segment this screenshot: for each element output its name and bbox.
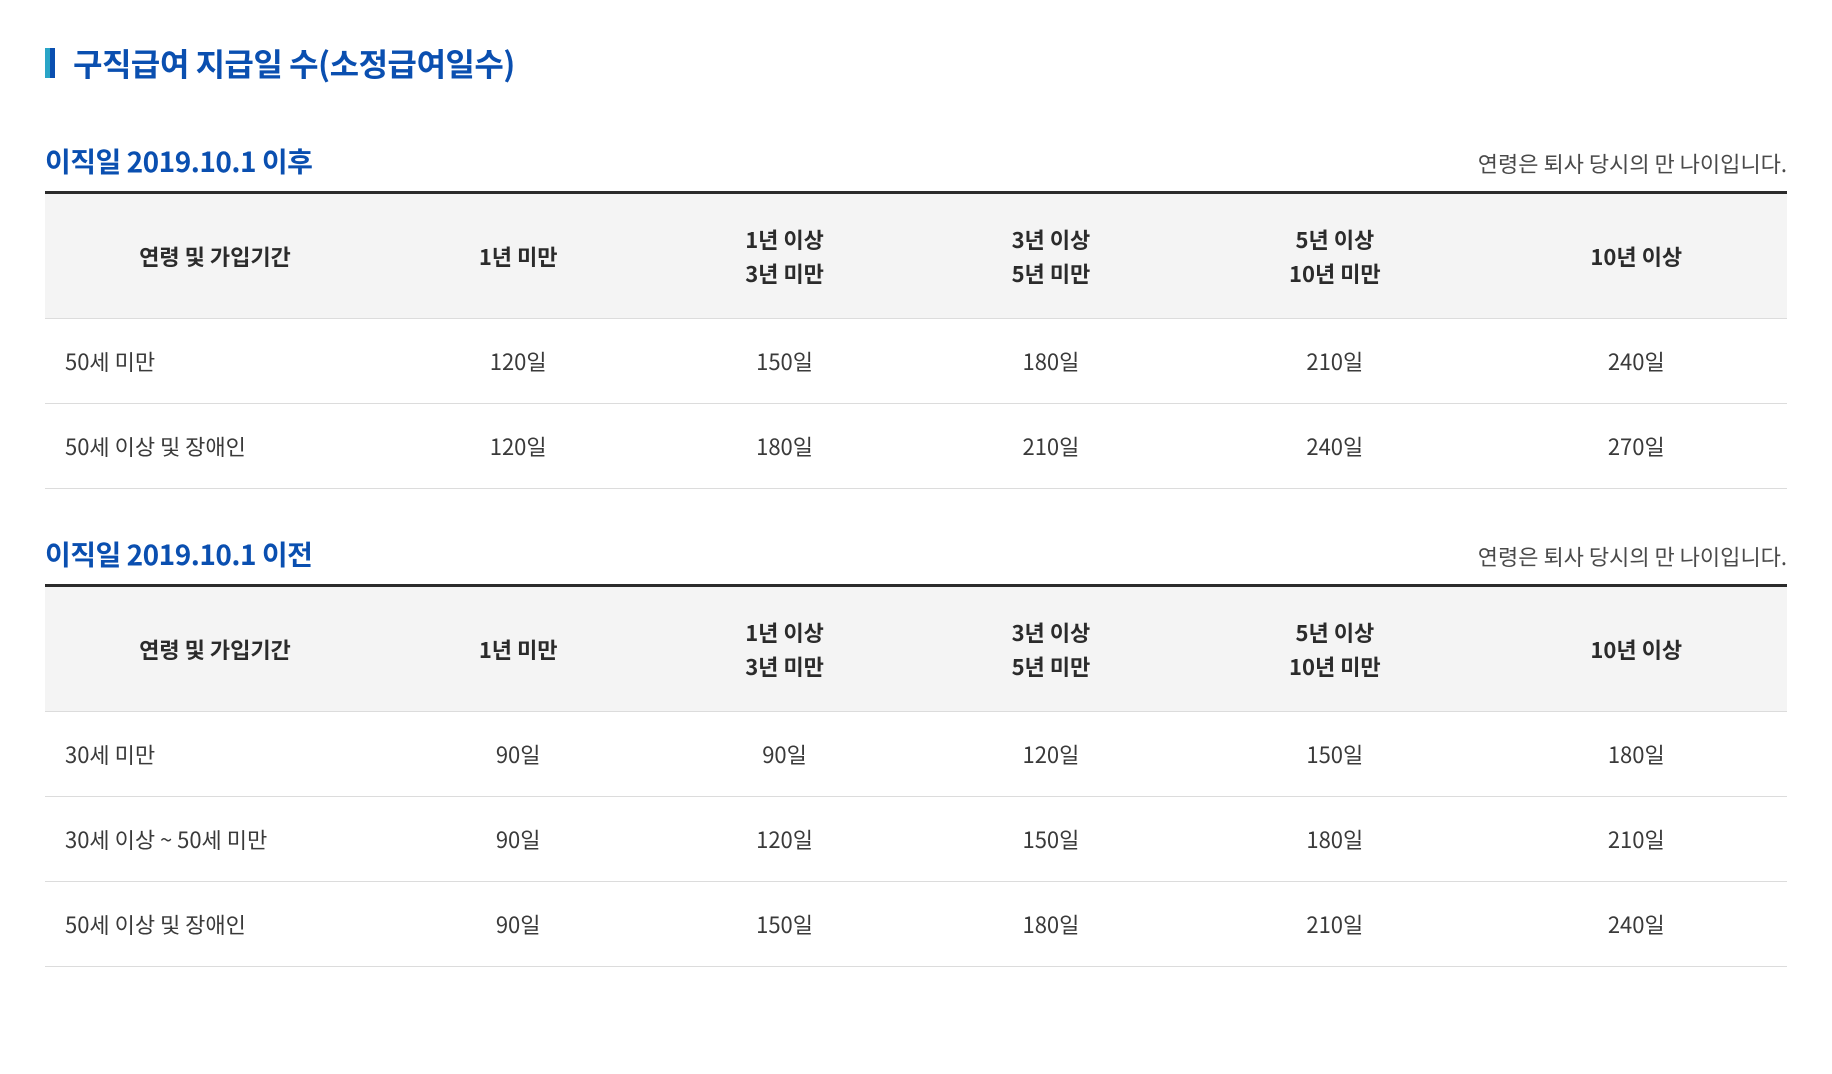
table-row: 50세 이상 및 장애인 120일 180일 210일 240일 270일 bbox=[45, 404, 1787, 489]
cell: 240일 bbox=[1486, 319, 1787, 404]
cell: 180일 bbox=[651, 404, 917, 489]
cell: 120일 bbox=[385, 404, 651, 489]
benefit-days-table-before: 연령 및 가입기간 1년 미만 1년 이상 3년 미만 3년 이상 5년 미만 … bbox=[45, 584, 1787, 967]
cell: 210일 bbox=[1184, 319, 1485, 404]
table-row: 30세 이상 ~ 50세 미만 90일 120일 150일 180일 210일 bbox=[45, 797, 1787, 882]
page-title: 구직급여 지급일 수(소정급여일수) bbox=[45, 40, 1787, 86]
cell: 90일 bbox=[385, 882, 651, 967]
title-marker-icon bbox=[45, 48, 55, 78]
row-label: 50세 미만 bbox=[45, 319, 385, 404]
cell: 210일 bbox=[918, 404, 1184, 489]
section-after-2019: 이직일 2019.10.1 이후 연령은 퇴사 당시의 만 나이입니다. 연령 … bbox=[45, 141, 1787, 489]
title-text: 구직급여 지급일 수(소정급여일수) bbox=[73, 40, 515, 86]
table-row: 50세 이상 및 장애인 90일 150일 180일 210일 240일 bbox=[45, 882, 1787, 967]
row-label: 30세 이상 ~ 50세 미만 bbox=[45, 797, 385, 882]
table-row: 30세 미만 90일 90일 120일 150일 180일 bbox=[45, 712, 1787, 797]
row-label: 50세 이상 및 장애인 bbox=[45, 882, 385, 967]
cell: 150일 bbox=[918, 797, 1184, 882]
section-title: 이직일 2019.10.1 이전 bbox=[45, 534, 312, 574]
section-header: 이직일 2019.10.1 이전 연령은 퇴사 당시의 만 나이입니다. bbox=[45, 534, 1787, 574]
col-header: 3년 이상 5년 미만 bbox=[918, 193, 1184, 319]
cell: 120일 bbox=[385, 319, 651, 404]
row-label: 50세 이상 및 장애인 bbox=[45, 404, 385, 489]
section-title: 이직일 2019.10.1 이후 bbox=[45, 141, 312, 181]
section-before-2019: 이직일 2019.10.1 이전 연령은 퇴사 당시의 만 나이입니다. 연령 … bbox=[45, 534, 1787, 967]
table-header-row: 연령 및 가입기간 1년 미만 1년 이상 3년 미만 3년 이상 5년 미만 … bbox=[45, 586, 1787, 712]
col-header: 1년 이상 3년 미만 bbox=[651, 586, 917, 712]
col-header: 10년 이상 bbox=[1486, 586, 1787, 712]
cell: 210일 bbox=[1486, 797, 1787, 882]
cell: 120일 bbox=[918, 712, 1184, 797]
cell: 180일 bbox=[918, 319, 1184, 404]
cell: 180일 bbox=[918, 882, 1184, 967]
cell: 240일 bbox=[1184, 404, 1485, 489]
cell: 240일 bbox=[1486, 882, 1787, 967]
cell: 180일 bbox=[1184, 797, 1485, 882]
col-header: 5년 이상 10년 미만 bbox=[1184, 586, 1485, 712]
cell: 120일 bbox=[651, 797, 917, 882]
cell: 90일 bbox=[385, 797, 651, 882]
cell: 150일 bbox=[651, 882, 917, 967]
col-header: 연령 및 가입기간 bbox=[45, 586, 385, 712]
col-header: 5년 이상 10년 미만 bbox=[1184, 193, 1485, 319]
cell: 90일 bbox=[651, 712, 917, 797]
section-note: 연령은 퇴사 당시의 만 나이입니다. bbox=[1478, 540, 1787, 572]
col-header: 1년 미만 bbox=[385, 586, 651, 712]
cell: 150일 bbox=[1184, 712, 1485, 797]
col-header: 연령 및 가입기간 bbox=[45, 193, 385, 319]
col-header: 10년 이상 bbox=[1486, 193, 1787, 319]
cell: 90일 bbox=[385, 712, 651, 797]
col-header: 3년 이상 5년 미만 bbox=[918, 586, 1184, 712]
table-row: 50세 미만 120일 150일 180일 210일 240일 bbox=[45, 319, 1787, 404]
col-header: 1년 이상 3년 미만 bbox=[651, 193, 917, 319]
row-label: 30세 미만 bbox=[45, 712, 385, 797]
cell: 270일 bbox=[1486, 404, 1787, 489]
section-header: 이직일 2019.10.1 이후 연령은 퇴사 당시의 만 나이입니다. bbox=[45, 141, 1787, 181]
cell: 210일 bbox=[1184, 882, 1485, 967]
cell: 180일 bbox=[1486, 712, 1787, 797]
cell: 150일 bbox=[651, 319, 917, 404]
table-header-row: 연령 및 가입기간 1년 미만 1년 이상 3년 미만 3년 이상 5년 미만 … bbox=[45, 193, 1787, 319]
section-note: 연령은 퇴사 당시의 만 나이입니다. bbox=[1478, 147, 1787, 179]
benefit-days-table-after: 연령 및 가입기간 1년 미만 1년 이상 3년 미만 3년 이상 5년 미만 … bbox=[45, 191, 1787, 489]
col-header: 1년 미만 bbox=[385, 193, 651, 319]
